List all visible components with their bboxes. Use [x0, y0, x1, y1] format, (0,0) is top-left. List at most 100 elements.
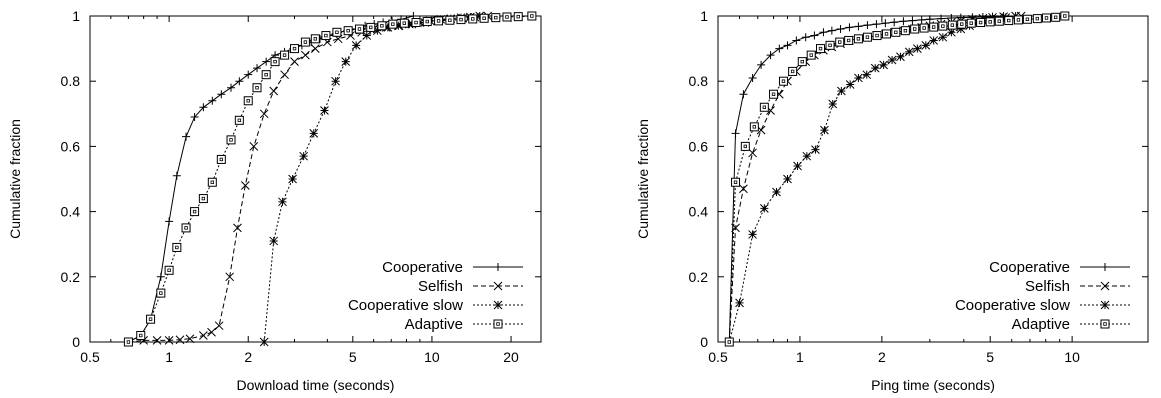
data-point-cooperative-slow: [820, 125, 829, 135]
y-tick-label: 1: [72, 8, 80, 24]
data-point-adaptive: [527, 11, 537, 21]
data-point-cooperative: [217, 90, 226, 99]
series-selfish: [724, 11, 1026, 347]
data-point-cooperative: [172, 171, 181, 180]
data-point-cooperative-slow: [383, 23, 393, 32]
data-point-adaptive: [252, 83, 262, 93]
data-point-cooperative-slow: [921, 40, 931, 50]
data-point-cooperative: [748, 73, 757, 82]
x-tick-label: 5: [349, 349, 357, 365]
data-point-adaptive: [468, 14, 478, 24]
x-tick-label: 10: [1064, 349, 1080, 365]
y-axis-label: Cumulative fraction: [7, 119, 23, 239]
data-point-adaptive: [947, 20, 957, 30]
data-point-cooperative-slow: [912, 44, 922, 53]
data-point-selfish: [164, 336, 174, 345]
legend-swatch-marker: [1100, 319, 1110, 329]
data-point-adaptive: [422, 17, 432, 27]
data-point-adaptive: [1022, 14, 1032, 24]
data-point-cooperative-slow: [854, 73, 863, 83]
data-point-cooperative-slow: [278, 197, 287, 207]
data-point-cooperative: [863, 21, 872, 30]
data-point-adaptive: [1032, 14, 1042, 24]
data-point-cooperative-slow: [929, 36, 939, 45]
data-point-cooperative-slow: [947, 27, 956, 37]
data-point-adaptive: [985, 17, 995, 27]
data-point-selfish: [240, 181, 250, 190]
series-cooperative: [725, 12, 1008, 346]
data-point-adaptive: [190, 207, 200, 217]
data-point-cooperative: [190, 113, 199, 122]
data-point-cooperative: [872, 20, 881, 29]
data-point-adaptive: [216, 154, 226, 164]
data-point-selfish: [185, 334, 195, 344]
data-point-adaptive: [399, 18, 409, 28]
y-tick-label: 0.8: [61, 73, 81, 89]
data-point-selfish: [269, 86, 279, 96]
legend-swatch-marker: [1101, 263, 1109, 271]
data-point-selfish: [152, 336, 162, 345]
y-tick-label: 0: [72, 334, 80, 350]
data-point-cooperative: [810, 31, 819, 40]
data-point-cooperative-slow: [320, 106, 329, 115]
y-tick-label: 0.2: [689, 269, 709, 285]
data-point-adaptive: [445, 15, 455, 25]
data-point-cooperative: [235, 77, 244, 86]
data-point-selfish: [175, 335, 185, 345]
data-point-adaptive: [172, 242, 182, 252]
data-point-selfish: [280, 70, 289, 80]
data-point-adaptive: [724, 337, 734, 347]
data-point-cooperative: [775, 44, 784, 53]
data-point-adaptive: [343, 26, 353, 36]
series-adaptive: [123, 11, 537, 347]
data-point-cooperative-slow: [309, 129, 319, 138]
data-point-cooperative: [244, 70, 253, 79]
legend-label: Selfish: [418, 278, 463, 295]
legend-swatch-marker: [1100, 300, 1110, 310]
data-point-selfish: [214, 321, 224, 331]
data-point-adaptive: [300, 37, 310, 47]
data-point-cooperative-slow: [362, 31, 372, 40]
data-point-adaptive: [910, 24, 920, 34]
data-point-cooperative: [757, 60, 766, 69]
data-point-cooperative-slow: [404, 19, 414, 29]
data-point-adaptive: [816, 44, 826, 54]
legend-label: Cooperative: [382, 259, 463, 276]
data-point-cooperative-slow: [793, 161, 802, 171]
data-point-selfish: [233, 223, 242, 233]
data-point-selfish: [310, 44, 320, 53]
data-point-adaptive: [853, 34, 863, 44]
data-point-cooperative-slow: [288, 174, 297, 184]
x-tick-label: 1: [796, 349, 804, 365]
data-point-cooperative: [208, 96, 217, 105]
data-point-adaptive: [806, 50, 816, 60]
data-point-adaptive: [491, 13, 501, 23]
data-point-adaptive: [164, 265, 174, 275]
x-tick-label: 1: [165, 349, 173, 365]
x-tick-label: 5: [986, 349, 994, 365]
legend-swatch-marker: [493, 281, 503, 291]
data-point-adaptive: [388, 19, 398, 29]
data-point-cooperative: [731, 129, 740, 138]
legend-label: Cooperative slow: [955, 297, 1070, 314]
data-point-cooperative-slow: [845, 80, 855, 89]
data-point-cooperative-slow: [811, 145, 820, 155]
data-point-adaptive: [872, 31, 882, 41]
data-point-cooperative-slow: [956, 24, 966, 34]
data-point-adaptive: [1013, 15, 1023, 25]
data-point-cooperative-slow: [373, 26, 382, 36]
data-point-adaptive: [882, 29, 892, 39]
data-point-adaptive: [321, 31, 331, 41]
x-tick-label: 0.5: [80, 349, 100, 365]
y-tick-label: 0.6: [61, 138, 81, 154]
data-point-adaptive: [377, 21, 387, 31]
data-point-selfish: [739, 184, 748, 194]
data-point-adaptive: [862, 32, 872, 42]
data-point-selfish: [290, 57, 299, 66]
legend-label: Cooperative slow: [348, 297, 463, 314]
data-point-cooperative-slow: [870, 63, 880, 73]
x-axis-label: Download time (seconds): [237, 377, 395, 393]
data-point-cooperative: [890, 18, 899, 27]
data-point-adaptive: [759, 102, 769, 112]
